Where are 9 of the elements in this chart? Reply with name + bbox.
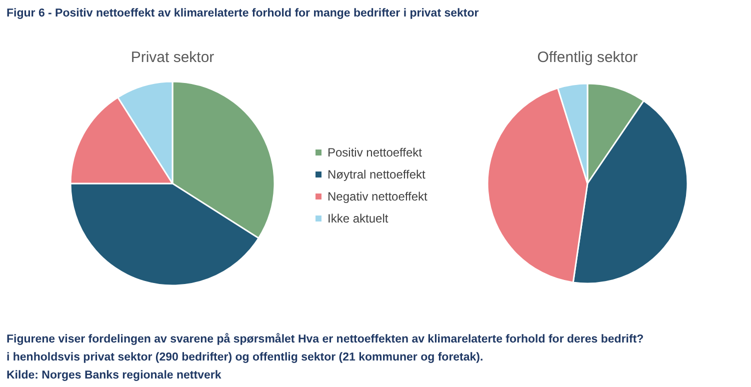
legend-label: Nøytral nettoeffekt bbox=[328, 168, 426, 182]
text: Figurene viser fordelingen av svarene på spørsmålet Hva er nettoeffekten av klimarelaterte forhold for deres bedrift? i henholdsvis privat sektor (290 bedrifter) og offentlig sektor (21 kommuner og foretak). bbox=[6, 332, 644, 364]
chart-title: Privat sektor bbox=[130, 49, 214, 66]
text: Figur 6 - Positiv nettoeffekt av klimarelaterte forhold for mange bedrifter i privat sektor bbox=[6, 8, 480, 20]
legend-label: Ikke aktuelt bbox=[328, 212, 389, 226]
text: Kilde: Norges Banks regionale nettverk bbox=[6, 370, 222, 382]
chart-title: Offentlig sektor bbox=[537, 49, 638, 66]
legend-label: Positiv nettoeffekt bbox=[328, 146, 423, 160]
legend-label: Negativ nettoeffekt bbox=[328, 190, 428, 204]
